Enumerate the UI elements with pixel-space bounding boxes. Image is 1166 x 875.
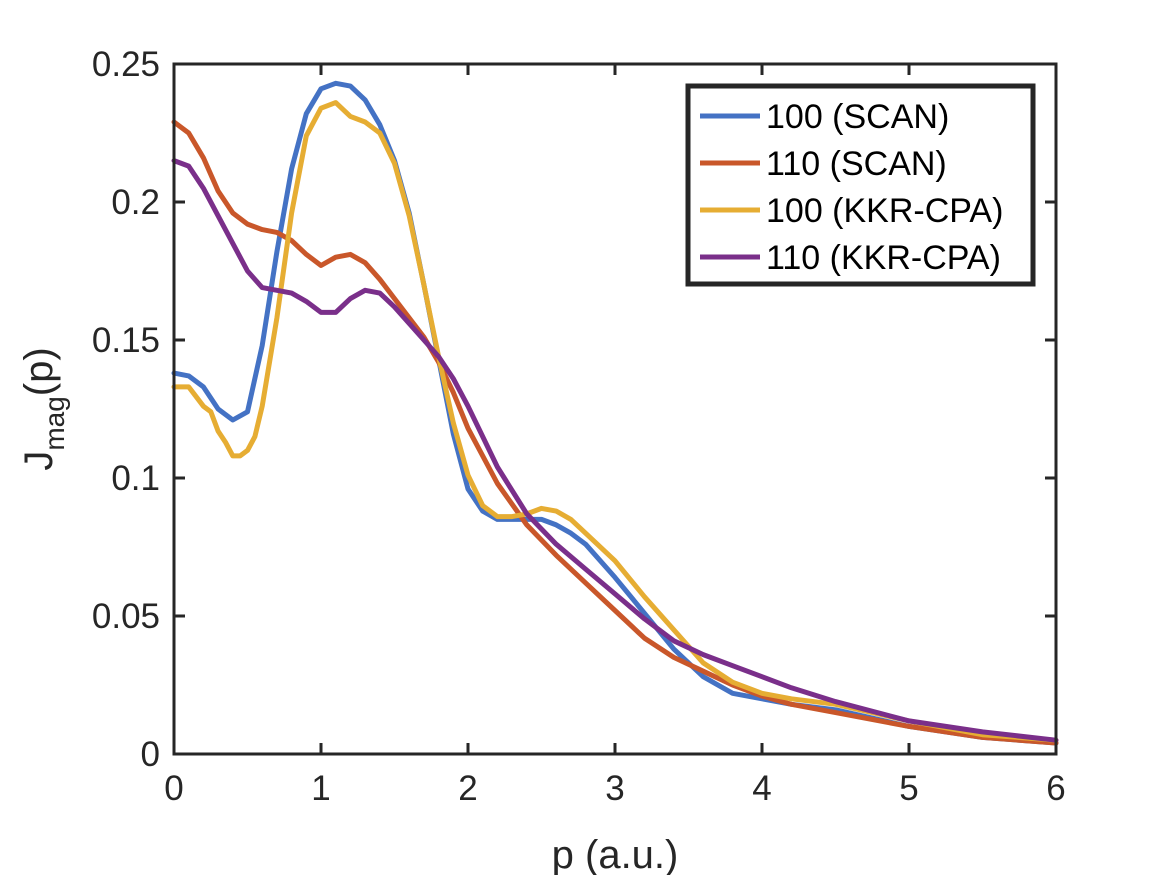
legend-label-3: 100 (KKR-CPA) (766, 192, 1003, 230)
series-group (171, 80, 1059, 746)
legend: 100 (SCAN) 110 (SCAN) 100 (KKR-CPA) 110 (KK… (685, 83, 1036, 287)
y-axis-label: Jmag(p) (17, 347, 70, 470)
x-tick-label: 6 (1046, 769, 1065, 808)
legend-box (685, 83, 1036, 287)
axes-box (172, 62, 1058, 756)
legend-label-1: 100 (SCAN) (766, 98, 949, 136)
x-tick-label: 1 (311, 769, 330, 808)
y-tick-label: 0.1 (111, 459, 160, 498)
x-tick-label: 5 (899, 769, 918, 808)
plot-area (171, 62, 1059, 756)
series-line-3 (171, 100, 1059, 743)
series-line-1 (171, 80, 1059, 746)
y-axis-label-suffix: (p) (17, 347, 61, 396)
x-axis-label: p (a.u.) (552, 833, 679, 875)
y-axis-label-subscript: mag (39, 396, 70, 450)
x-tick-label: 4 (752, 769, 771, 808)
x-tick-label: 3 (605, 769, 624, 808)
x-tick-labels: 0 1 2 3 4 5 6 (164, 769, 1065, 808)
y-tick-label: 0.25 (92, 45, 160, 84)
y-tick-labels: 0 0.05 0.1 0.15 0.2 0.25 (92, 45, 160, 774)
y-tick-label: 0.2 (111, 183, 160, 222)
series-line-4 (171, 158, 1059, 743)
y-tick-label: 0.05 (92, 597, 160, 636)
x-tick-label: 0 (164, 769, 183, 808)
legend-label-2: 110 (SCAN) (766, 145, 947, 183)
legend-label-4: 110 (KKR-CPA) (766, 239, 1001, 277)
y-axis-label-main: J (17, 451, 61, 471)
x-tick-label: 2 (458, 769, 477, 808)
y-tick-label: 0 (141, 735, 160, 774)
y-tick-label: 0.15 (92, 321, 160, 360)
